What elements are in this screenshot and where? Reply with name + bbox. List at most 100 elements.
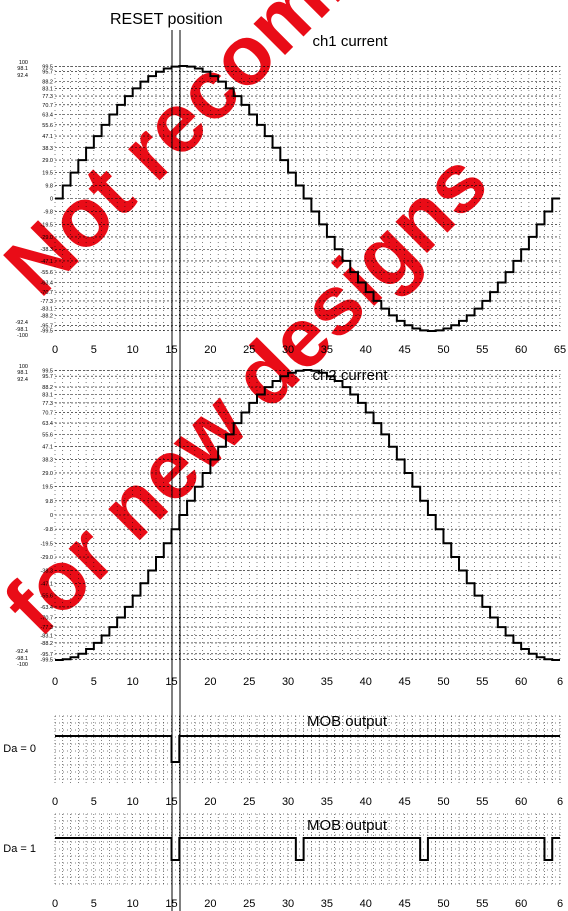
x-tick-label: 50	[437, 898, 449, 910]
y-tick-value-label: -99.5	[40, 657, 53, 663]
x-tick-label: 20	[204, 676, 216, 688]
y-tick-left-label: -100	[17, 333, 28, 339]
y-tick-value-label: -47.1	[40, 581, 53, 587]
y-tick-value-label: 9.8	[45, 184, 53, 190]
x-tick-label: 6	[557, 796, 563, 808]
y-tick-value-label: -29.0	[40, 235, 53, 241]
x-tick-label: 20	[204, 898, 216, 910]
y-tick-value-label: -63.4	[40, 605, 53, 611]
x-tick-label: 45	[398, 344, 410, 356]
x-tick-label: 5	[91, 676, 97, 688]
x-tick-label: 45	[398, 676, 410, 688]
x-tick-label: 35	[321, 796, 333, 808]
y-tick-value-label: 95.7	[42, 374, 53, 380]
x-tick-label: 30	[282, 796, 294, 808]
chart-2: ch2 current10098.192.4-92.4-98.1-10099.5…	[15, 364, 563, 688]
x-tick-label: 5	[91, 796, 97, 808]
chart-title: ch2 current	[312, 367, 388, 384]
y-tick-value-label: 70.7	[42, 410, 53, 416]
y-tick-left-label: -92.4	[15, 320, 28, 326]
chart-1: ch1 current10098.192.4-92.4-98.1-10099.5…	[15, 33, 566, 356]
x-tick-label: 55	[476, 344, 488, 356]
x-tick-label: 45	[398, 898, 410, 910]
x-tick-label: 25	[243, 898, 255, 910]
y-tick-value-label: 9.8	[45, 499, 53, 505]
x-tick-label: 10	[127, 344, 139, 356]
y-tick-value-label: -9.8	[44, 209, 53, 215]
y-tick-value-label: -77.3	[40, 625, 53, 631]
y-tick-value-label: 38.3	[42, 457, 53, 463]
x-tick-label: 10	[127, 898, 139, 910]
series-trace	[55, 369, 560, 661]
x-tick-label: 35	[321, 898, 333, 910]
y-tick-value-label: -29.0	[40, 555, 53, 561]
y-tick-left-label: -100	[17, 662, 28, 668]
y-tick-value-label: -83.1	[40, 633, 53, 639]
y-tick-value-label: 29.0	[42, 158, 53, 164]
y-tick-value-label: -55.6	[40, 594, 53, 600]
y-tick-value-label: -19.5	[40, 222, 53, 228]
x-tick-label: 40	[360, 898, 372, 910]
charts: ch1 current10098.192.4-92.4-98.1-10099.5…	[3, 33, 566, 910]
y-tick-value-label: -88.2	[40, 313, 53, 319]
y-tick-value-label: 83.1	[42, 393, 53, 399]
y-tick-value-label: 47.1	[42, 134, 53, 140]
y-tick-value-label: -47.1	[40, 259, 53, 265]
y-tick-value-label: -95.7	[40, 652, 53, 658]
y-tick-left-label: -98.1	[15, 656, 28, 662]
y-tick-left-label: -92.4	[15, 649, 28, 655]
y-tick-value-label: 99.5	[42, 369, 53, 375]
y-tick-value-label: -19.5	[40, 541, 53, 547]
series-trace	[55, 735, 560, 763]
y-tick-left-label: 98.1	[17, 66, 28, 72]
row-label: Da = 1	[3, 843, 36, 855]
x-tick-label: 6	[557, 676, 563, 688]
x-tick-label: 0	[52, 796, 58, 808]
chart-title: MOB output	[307, 713, 388, 730]
y-tick-value-label: 29.0	[42, 471, 53, 477]
x-tick-label: 50	[437, 796, 449, 808]
chart-title: MOB output	[307, 817, 388, 834]
x-tick-label: 20	[204, 796, 216, 808]
y-tick-value-label: 19.5	[42, 485, 53, 491]
x-tick-label: 65	[554, 344, 566, 356]
x-tick-label: 0	[52, 898, 58, 910]
y-tick-left-label: 92.4	[17, 377, 28, 383]
x-tick-label: 60	[515, 676, 527, 688]
y-tick-value-label: 95.7	[42, 70, 53, 76]
series-trace	[55, 65, 560, 332]
x-tick-label: 50	[437, 344, 449, 356]
y-tick-value-label: -55.6	[40, 270, 53, 276]
y-tick-left-label: 92.4	[17, 73, 28, 79]
y-tick-left-label: -98.1	[15, 327, 28, 333]
x-tick-label: 30	[282, 676, 294, 688]
y-tick-value-label: 63.4	[42, 112, 53, 118]
y-tick-value-label: -38.3	[40, 247, 53, 253]
y-tick-value-label: 83.1	[42, 86, 53, 92]
x-tick-label: 35	[321, 676, 333, 688]
x-tick-label: 55	[476, 676, 488, 688]
x-tick-label: 35	[321, 344, 333, 356]
y-tick-value-label: -70.7	[40, 616, 53, 622]
y-tick-value-label: 77.3	[42, 401, 53, 407]
y-tick-left-label: 100	[19, 364, 28, 370]
x-tick-label: 55	[476, 796, 488, 808]
x-tick-label: 5	[91, 898, 97, 910]
x-tick-label: 30	[282, 898, 294, 910]
x-tick-label: 25	[243, 676, 255, 688]
x-tick-label: 6	[557, 898, 563, 910]
x-tick-label: 60	[515, 796, 527, 808]
x-tick-label: 0	[52, 676, 58, 688]
y-tick-value-label: -77.3	[40, 299, 53, 305]
y-tick-value-label: 77.3	[42, 94, 53, 100]
y-tick-value-label: -95.7	[40, 323, 53, 329]
y-tick-value-label: 55.6	[42, 123, 53, 129]
x-tick-label: 25	[243, 344, 255, 356]
y-tick-value-label: 55.6	[42, 432, 53, 438]
y-tick-value-label: -63.4	[40, 281, 53, 287]
chart-title: ch1 current	[312, 33, 388, 50]
x-tick-label: 30	[282, 344, 294, 356]
